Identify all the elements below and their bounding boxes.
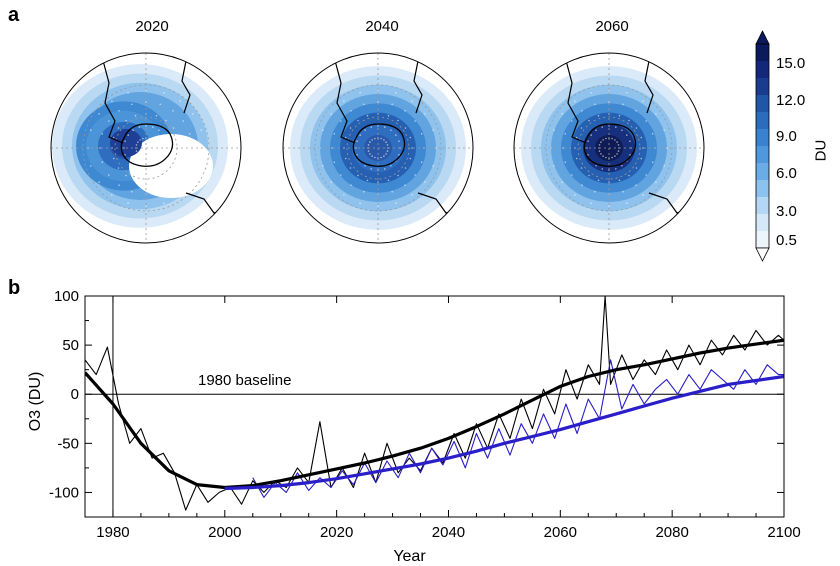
x-tick-label: 2080 (655, 524, 688, 541)
series-line-3 (224, 374, 784, 491)
colorbar-segment (756, 231, 769, 249)
x-axis-label: Year (393, 548, 426, 565)
south-america-coastline (100, 53, 124, 144)
colorbar-segment (756, 197, 769, 215)
colorbar-tick-label: 0.5 (776, 232, 797, 249)
plot-frame (84, 295, 785, 518)
colorbar-tick-label: 6.0 (776, 165, 797, 182)
antarctica-coastline (583, 123, 637, 167)
x-tick-label: 2040 (432, 524, 465, 541)
series-line-0 (85, 296, 784, 511)
y-tick-label: 0 (71, 386, 79, 403)
colorbar-tick-label: 12.0 (776, 92, 806, 109)
africa-coastline (644, 60, 654, 114)
panel-b-label: b (8, 277, 21, 299)
map-title-3: 2060 (595, 18, 629, 35)
map-title-1: 2020 (135, 18, 169, 35)
africa-coastline (413, 60, 423, 114)
colorbar-segment (756, 163, 769, 181)
panel-a-label: a (8, 4, 20, 26)
colorbar-tick-label: 3.0 (776, 203, 797, 220)
colorbar-segment (756, 95, 769, 113)
map-border (282, 52, 474, 244)
series-group (85, 296, 784, 511)
series-line-1 (252, 359, 784, 498)
x-tick-label: 2020 (320, 524, 353, 541)
colorbar-segment (756, 44, 769, 62)
polar-maps (50, 52, 705, 244)
colorbar-segment (756, 61, 769, 79)
colorbar-segment (756, 112, 769, 130)
colorbar (755, 30, 770, 262)
colorbar-min-arrow (755, 247, 770, 262)
map-border (513, 52, 705, 244)
polar-map-2040 (282, 52, 474, 244)
x-tick-label: 2100 (767, 524, 800, 541)
y-tick-label: -50 (57, 435, 79, 452)
colorbar-tick-label: 9.0 (776, 128, 797, 145)
antarctica-coastline (352, 123, 406, 167)
africa-coastline (181, 60, 191, 114)
map-border (50, 52, 242, 244)
colorbar-segment (756, 78, 769, 96)
y-axis-label: O3 (DU) (27, 372, 44, 432)
polar-map-2020 (50, 52, 242, 244)
south-america-coastline (563, 53, 587, 144)
colorbar-segment (756, 146, 769, 164)
colorbar-tick-label: 15.0 (776, 55, 806, 72)
map-title-2: 2040 (365, 18, 399, 35)
south-america-coastline (332, 53, 356, 144)
series-line-2 (85, 338, 784, 490)
x-tick-label: 2060 (544, 524, 577, 541)
y-tick-label: 100 (54, 288, 79, 305)
y-tick-label: -100 (49, 484, 79, 501)
colorbar-segment (756, 129, 769, 147)
antarctica-coastline (120, 123, 174, 167)
polar-map-2060 (513, 52, 705, 244)
colorbar-segment (756, 214, 769, 232)
low-loss-region (129, 134, 213, 198)
x-tick-label: 2000 (208, 524, 241, 541)
colorbar-segment (756, 180, 769, 198)
y-tick-label: 50 (62, 337, 79, 354)
ozone-core (110, 129, 142, 157)
x-tick-label: 1980 (96, 524, 129, 541)
baseline-annotation: 1980 baseline (198, 372, 291, 389)
